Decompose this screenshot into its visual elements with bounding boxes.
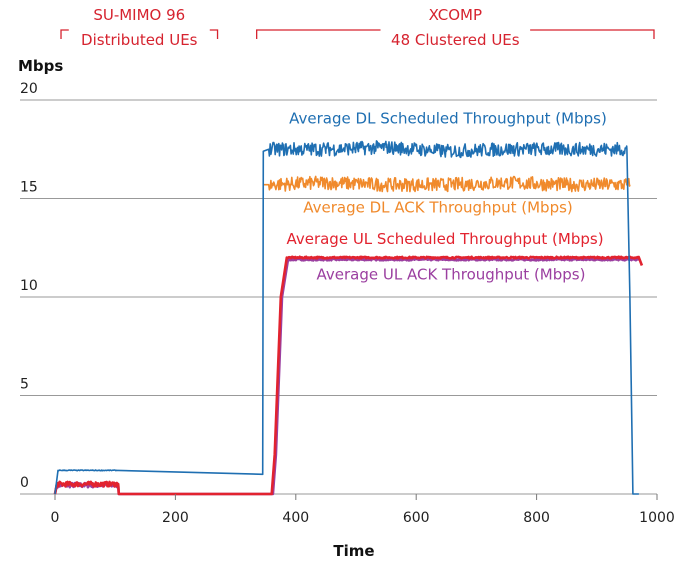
annotation-bracket-right	[530, 30, 654, 39]
x-axis-ticks: 0 200 400 600 800 1000	[51, 494, 675, 526]
x-tick-label: 1000	[639, 510, 675, 526]
y-tick-label: 5	[20, 377, 29, 393]
annotation-bracket-left	[257, 30, 381, 39]
annotation-line1: SU-MIMO 96	[93, 6, 185, 24]
series-label: Average UL Scheduled Throughput (Mbps)	[286, 230, 603, 248]
x-tick-label: 800	[523, 510, 550, 526]
y-axis-ticks: 0 5 10 15 20	[20, 81, 38, 491]
x-tick-label: 0	[51, 510, 60, 526]
x-axis-title: Time	[333, 542, 374, 560]
series-label: Average DL ACK Throughput (Mbps)	[303, 198, 573, 216]
y-axis-title: Mbps	[18, 57, 63, 75]
series-line	[55, 259, 639, 494]
y-tick-label: 10	[20, 278, 38, 294]
annotation-line1: XCOMP	[429, 6, 482, 24]
x-tick-label: 400	[282, 510, 309, 526]
series-lines	[55, 141, 642, 494]
series-line	[55, 257, 642, 494]
grid	[20, 100, 657, 494]
series-line	[55, 141, 639, 494]
y-tick-label: 15	[20, 180, 38, 196]
y-tick-label: 20	[20, 81, 38, 97]
y-tick-label: 0	[20, 475, 29, 491]
x-tick-label: 600	[403, 510, 430, 526]
annotation-line2: Distributed UEs	[81, 31, 198, 49]
annotation-bracket-left	[61, 30, 69, 39]
x-tick-label: 200	[162, 510, 189, 526]
series-label: Average DL Scheduled Throughput (Mbps)	[289, 110, 607, 128]
series-line	[263, 176, 630, 191]
annotation-line2: 48 Clustered UEs	[391, 31, 520, 49]
annotation-bracket-right	[210, 30, 218, 39]
series-label: Average UL ACK Throughput (Mbps)	[317, 265, 586, 283]
annotations: SU-MIMO 96 Distributed UEs XCOMP 48 Cluster…	[61, 6, 654, 49]
